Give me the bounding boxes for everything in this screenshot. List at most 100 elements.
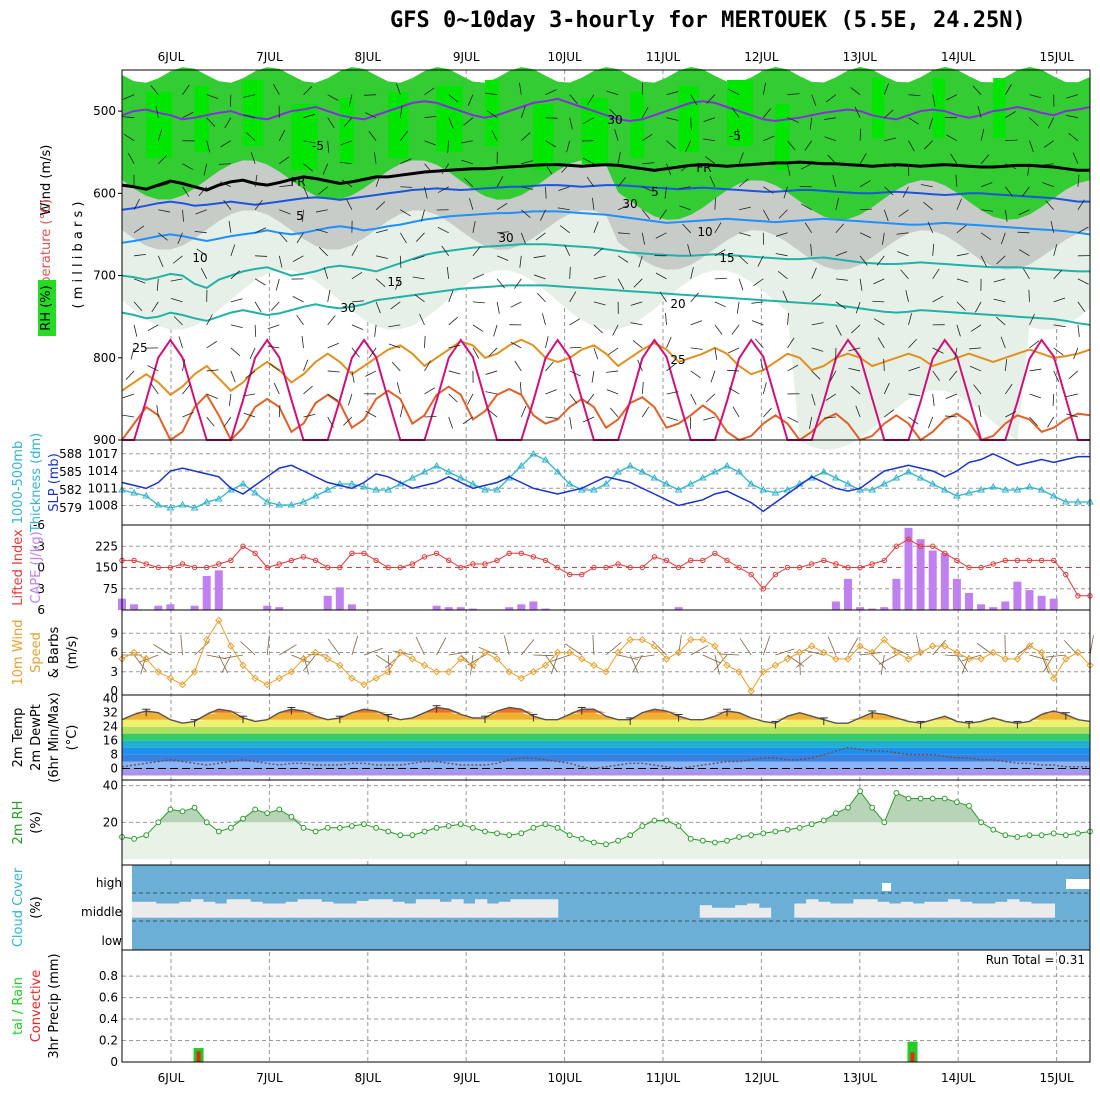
temp-band: [122, 707, 1090, 713]
wind-barb: [787, 93, 800, 96]
wind-barb: [787, 117, 799, 123]
wind10-barb: [180, 635, 183, 656]
wind-barb: [127, 153, 135, 164]
rh2m-marker: [554, 824, 561, 831]
cape-bar: [166, 604, 175, 610]
cloud-middle-block: [321, 901, 334, 918]
wind-barb: [172, 255, 183, 264]
li-tick: 3: [37, 582, 45, 596]
rh2m-marker: [893, 790, 900, 796]
wind10-barb: [206, 654, 227, 660]
wind-barb: [414, 294, 425, 303]
lifted-index-marker: [1063, 571, 1069, 578]
wind-barb: [374, 324, 377, 337]
wind-barb: [1053, 370, 1060, 382]
wind-barb: [932, 243, 935, 256]
cape-bar: [952, 578, 961, 610]
wind10-barb: [762, 635, 771, 656]
wind-barb: [488, 347, 498, 357]
wind-barb: [923, 201, 933, 211]
wind-barb: [424, 115, 437, 119]
wind-barb: [441, 245, 450, 257]
wind-barb: [1052, 393, 1055, 406]
wind10-barb: [739, 638, 752, 656]
wind-barb: [777, 270, 788, 280]
wind-barb: [829, 370, 837, 382]
wind-barb: [617, 204, 630, 211]
y-axis-label: Cloud Cover: [11, 867, 26, 947]
wind10-barb: [787, 654, 805, 667]
wind10-barb: [618, 654, 638, 660]
wind10-barb: [871, 654, 887, 670]
wind-barb: [545, 389, 557, 395]
wind10-marker: [699, 635, 707, 644]
wind-barb: [705, 156, 716, 165]
thickness-line: [121, 453, 1090, 509]
wind-barb: [400, 158, 412, 165]
wind-barb: [680, 163, 691, 172]
wind10-barb: [240, 641, 256, 656]
wind-barb: [275, 278, 280, 291]
wind-barb: [755, 338, 764, 349]
wind10-barb: [133, 654, 147, 672]
wind-barb: [666, 163, 672, 176]
wind-barb: [811, 322, 824, 326]
wind-barb: [1053, 347, 1064, 356]
cloud-middle-block: [959, 901, 973, 918]
y-axis-units: (°C): [65, 725, 80, 751]
cloud-middle-block: [191, 899, 204, 918]
cloud-middle-block: [309, 899, 322, 918]
lifted-index-marker: [373, 557, 379, 564]
wind-barb: [323, 267, 329, 279]
thickness-marker: [384, 486, 393, 493]
cloud-middle-block: [333, 903, 346, 918]
thickness-marker: [698, 474, 707, 481]
wind-barb: [569, 393, 578, 404]
wind-barb: [158, 182, 170, 188]
wind-barb: [375, 229, 388, 234]
wind-barb: [956, 198, 962, 210]
isotherm-5: [121, 184, 1090, 211]
wind-barb: [835, 324, 842, 336]
wind-barb: [1066, 393, 1078, 398]
wind10-marker: [904, 655, 913, 663]
temp-tick: 32: [103, 706, 118, 720]
cloud-middle-block: [948, 899, 961, 918]
wind-barb: [1029, 416, 1038, 427]
wind10-marker: [396, 648, 405, 657]
wind10-barb: [550, 654, 570, 662]
wind-barb: [279, 184, 292, 188]
rh2m-marker: [603, 841, 609, 848]
wind10-barb: [634, 654, 655, 659]
wind-barb: [545, 361, 554, 372]
cloud-middle-block: [427, 899, 441, 918]
wind-barb: [877, 337, 885, 349]
wind-barb: [714, 324, 723, 335]
cloud-middle-block: [226, 899, 239, 918]
panel-frame-precip: [121, 949, 1091, 1063]
rh2m-tick: 40: [103, 779, 118, 793]
thickness-marker: [214, 495, 223, 502]
wind-barb: [728, 88, 740, 96]
wind-barb: [638, 255, 643, 268]
lifted-index-marker: [639, 564, 645, 571]
wind-barb: [666, 336, 672, 349]
wind10-barb: [221, 654, 232, 674]
wind10-marker: [275, 674, 284, 682]
wind-barb: [783, 186, 788, 199]
wind-barb: [709, 175, 716, 187]
lifted-index-marker: [748, 571, 754, 578]
wind-barb: [327, 140, 330, 153]
thickness-marker: [311, 492, 320, 499]
rh2m-marker: [228, 824, 234, 831]
lifted-index-marker: [1051, 557, 1057, 564]
wind-barb: [520, 106, 526, 118]
wind-barb: [327, 342, 339, 349]
wind-barb: [537, 292, 546, 303]
cape-bar: [541, 608, 550, 610]
cloud-middle-block: [392, 901, 405, 918]
wind10-barb: [503, 635, 510, 656]
wind-barb: [364, 94, 377, 96]
thickness-marker: [832, 474, 840, 481]
wind-barb: [178, 336, 183, 349]
